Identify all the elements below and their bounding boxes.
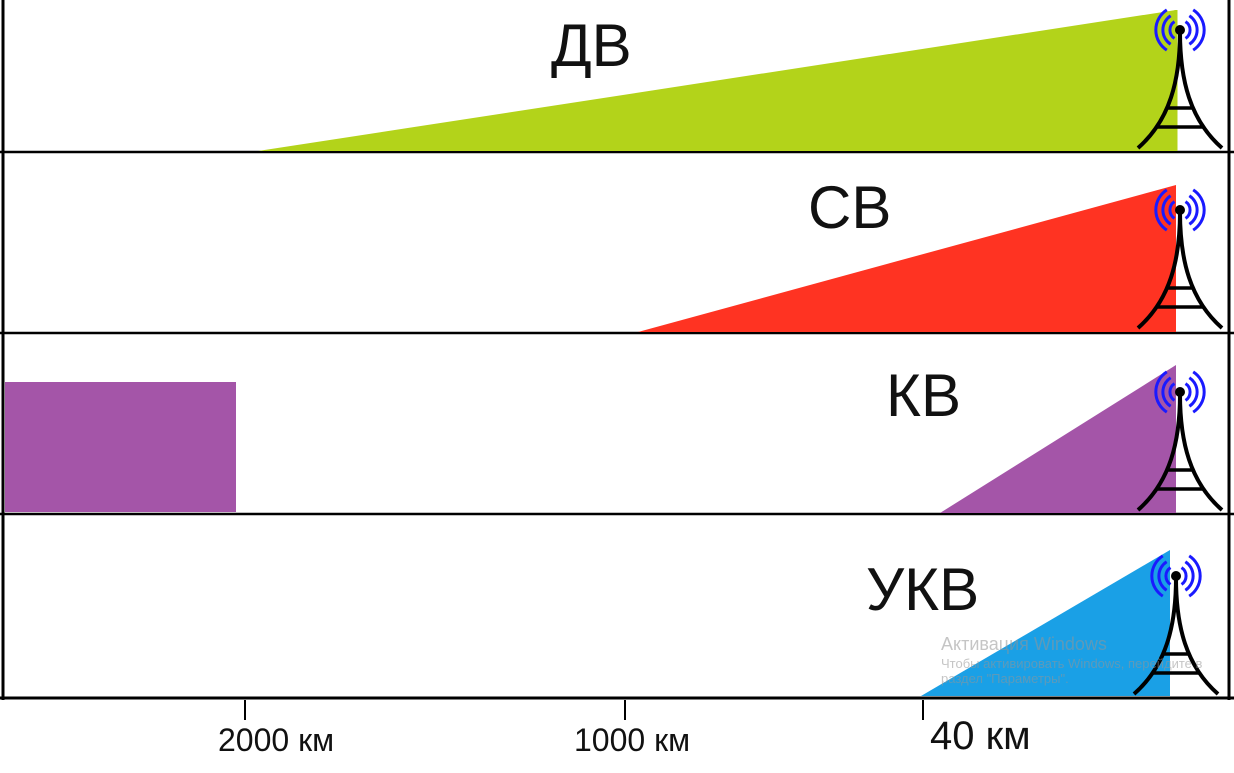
radio-waves-icon [1150,554,1202,598]
wave-arc-right [1184,382,1192,402]
radio-tower-icon [1136,370,1224,512]
wave-arc-left [1164,566,1172,586]
kv-range-wedge [940,365,1176,513]
wave-arc-right [1188,14,1199,46]
wave-arc-left [1168,20,1176,40]
axis-label-2000: 2000 км [218,722,335,758]
band-label-ukv: УКВ [866,556,980,623]
wave-arc-right [1184,560,1195,592]
band-label-dv: ДВ [551,12,632,79]
axis-label-40: 40 км [930,714,1031,758]
radio-tower-icon [1132,554,1220,696]
tower-leg-right [1178,211,1224,330]
watermark-line-2: раздел "Параметры". [941,671,1069,687]
sv-range-wedge [638,185,1176,332]
wave-arc-left [1154,8,1168,52]
radio-tower-icon [1136,188,1224,330]
band-label-sv: СВ [808,174,892,241]
tower-leg-right [1174,577,1220,696]
wave-arc-left [1168,382,1176,402]
tower-leg-right [1178,31,1224,150]
wave-arc-left [1168,200,1176,220]
kv-skip-reception-area [5,382,236,512]
wave-arc-right [1192,8,1206,52]
radio-waves-icon [1154,370,1206,414]
wave-arc-right [1188,376,1199,408]
wave-arc-right [1192,188,1206,232]
windows-activation-watermark: Активация Windows Чтобы активировать Win… [941,634,1202,687]
antenna-tip [1175,205,1185,215]
wave-arc-right [1188,194,1199,226]
axis-label-1000: 1000 км [574,722,691,758]
wave-arc-left [1161,376,1172,408]
wave-arc-left [1150,554,1164,598]
wave-arc-left [1157,560,1168,592]
ukv-range-wedge [921,550,1170,696]
wave-arc-right [1188,554,1202,598]
antenna-tip [1171,571,1181,581]
radio-waves-icon [1154,8,1206,52]
band-label-kv: КВ [886,362,961,429]
watermark-title: Активация Windows [941,634,1107,654]
dv-range-wedge [258,10,1176,151]
wave-arc-right [1180,566,1188,586]
wave-arc-right [1184,200,1192,220]
wave-arc-right [1184,20,1192,40]
radio-tower-icon [1136,8,1224,150]
wave-arc-left [1161,14,1172,46]
watermark-line-1: Чтобы активировать Windows, перейдите в [941,655,1203,671]
tower-leg-right [1178,393,1224,512]
antenna-tip [1175,387,1185,397]
antenna-tip [1175,25,1185,35]
wave-arc-left [1161,194,1172,226]
wave-arc-right [1192,370,1206,414]
wave-arc-left [1154,188,1168,232]
radio-waves-icon [1154,188,1206,232]
wave-arc-left [1154,370,1168,414]
